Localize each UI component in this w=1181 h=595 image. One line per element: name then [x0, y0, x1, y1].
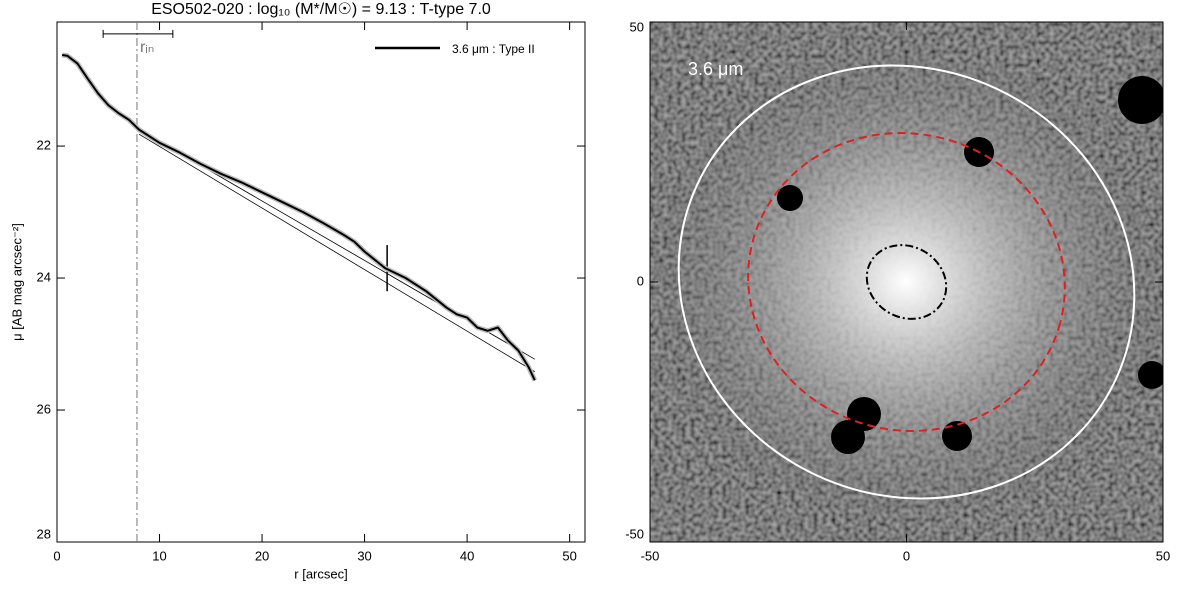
- y-tick-label: 26: [37, 401, 51, 416]
- x-tick-label: 0: [53, 548, 60, 563]
- legend-label: 3.6 μm : Type II: [452, 42, 535, 56]
- isophote-ellipse: [865, 244, 948, 320]
- plot-frame: [56, 21, 586, 543]
- profile-band: [61, 52, 538, 382]
- y-tick-label: 24: [37, 269, 51, 284]
- x-tick-label: 50: [562, 548, 576, 563]
- profile-line: [61, 54, 536, 381]
- mask: [942, 421, 972, 451]
- x-tick-label: 20: [255, 548, 269, 563]
- y-tick-label: 22: [37, 137, 51, 152]
- x-tick-label: 10: [152, 548, 166, 563]
- x-tick-label: 40: [460, 548, 474, 563]
- x-axis-label: r [arcsec]: [294, 566, 347, 581]
- isophote-ellipse: [747, 132, 1066, 432]
- y-tick-label: 0: [637, 273, 644, 288]
- mask: [777, 185, 803, 211]
- x-tick-label: 30: [357, 548, 371, 563]
- chart-title: ESO502-020 : log₁₀ (M*/M☉) = 9.13 : T-ty…: [151, 1, 491, 18]
- masks: [777, 76, 1163, 454]
- mask: [1118, 76, 1163, 124]
- mask: [831, 420, 865, 454]
- galaxy-light: [650, 37, 1163, 527]
- x-tick-label: 50: [1156, 548, 1170, 563]
- galaxy-image: [650, 22, 1163, 542]
- x-tick-label: 0: [903, 548, 910, 563]
- r-in-label: rᵢₙ: [140, 39, 154, 56]
- fit-line: [138, 133, 535, 373]
- band-label: 3.6 μm: [688, 59, 743, 79]
- mask: [1138, 361, 1163, 389]
- x-tick-label: -50: [641, 548, 660, 563]
- y-tick-label: -50: [625, 526, 644, 541]
- isophote-ellipse: [677, 64, 1136, 500]
- y-tick-label: 50: [630, 19, 644, 34]
- y-axis-label: μ [AB mag arcsec⁻²]: [9, 223, 24, 341]
- y-tick-label: 28: [37, 526, 51, 541]
